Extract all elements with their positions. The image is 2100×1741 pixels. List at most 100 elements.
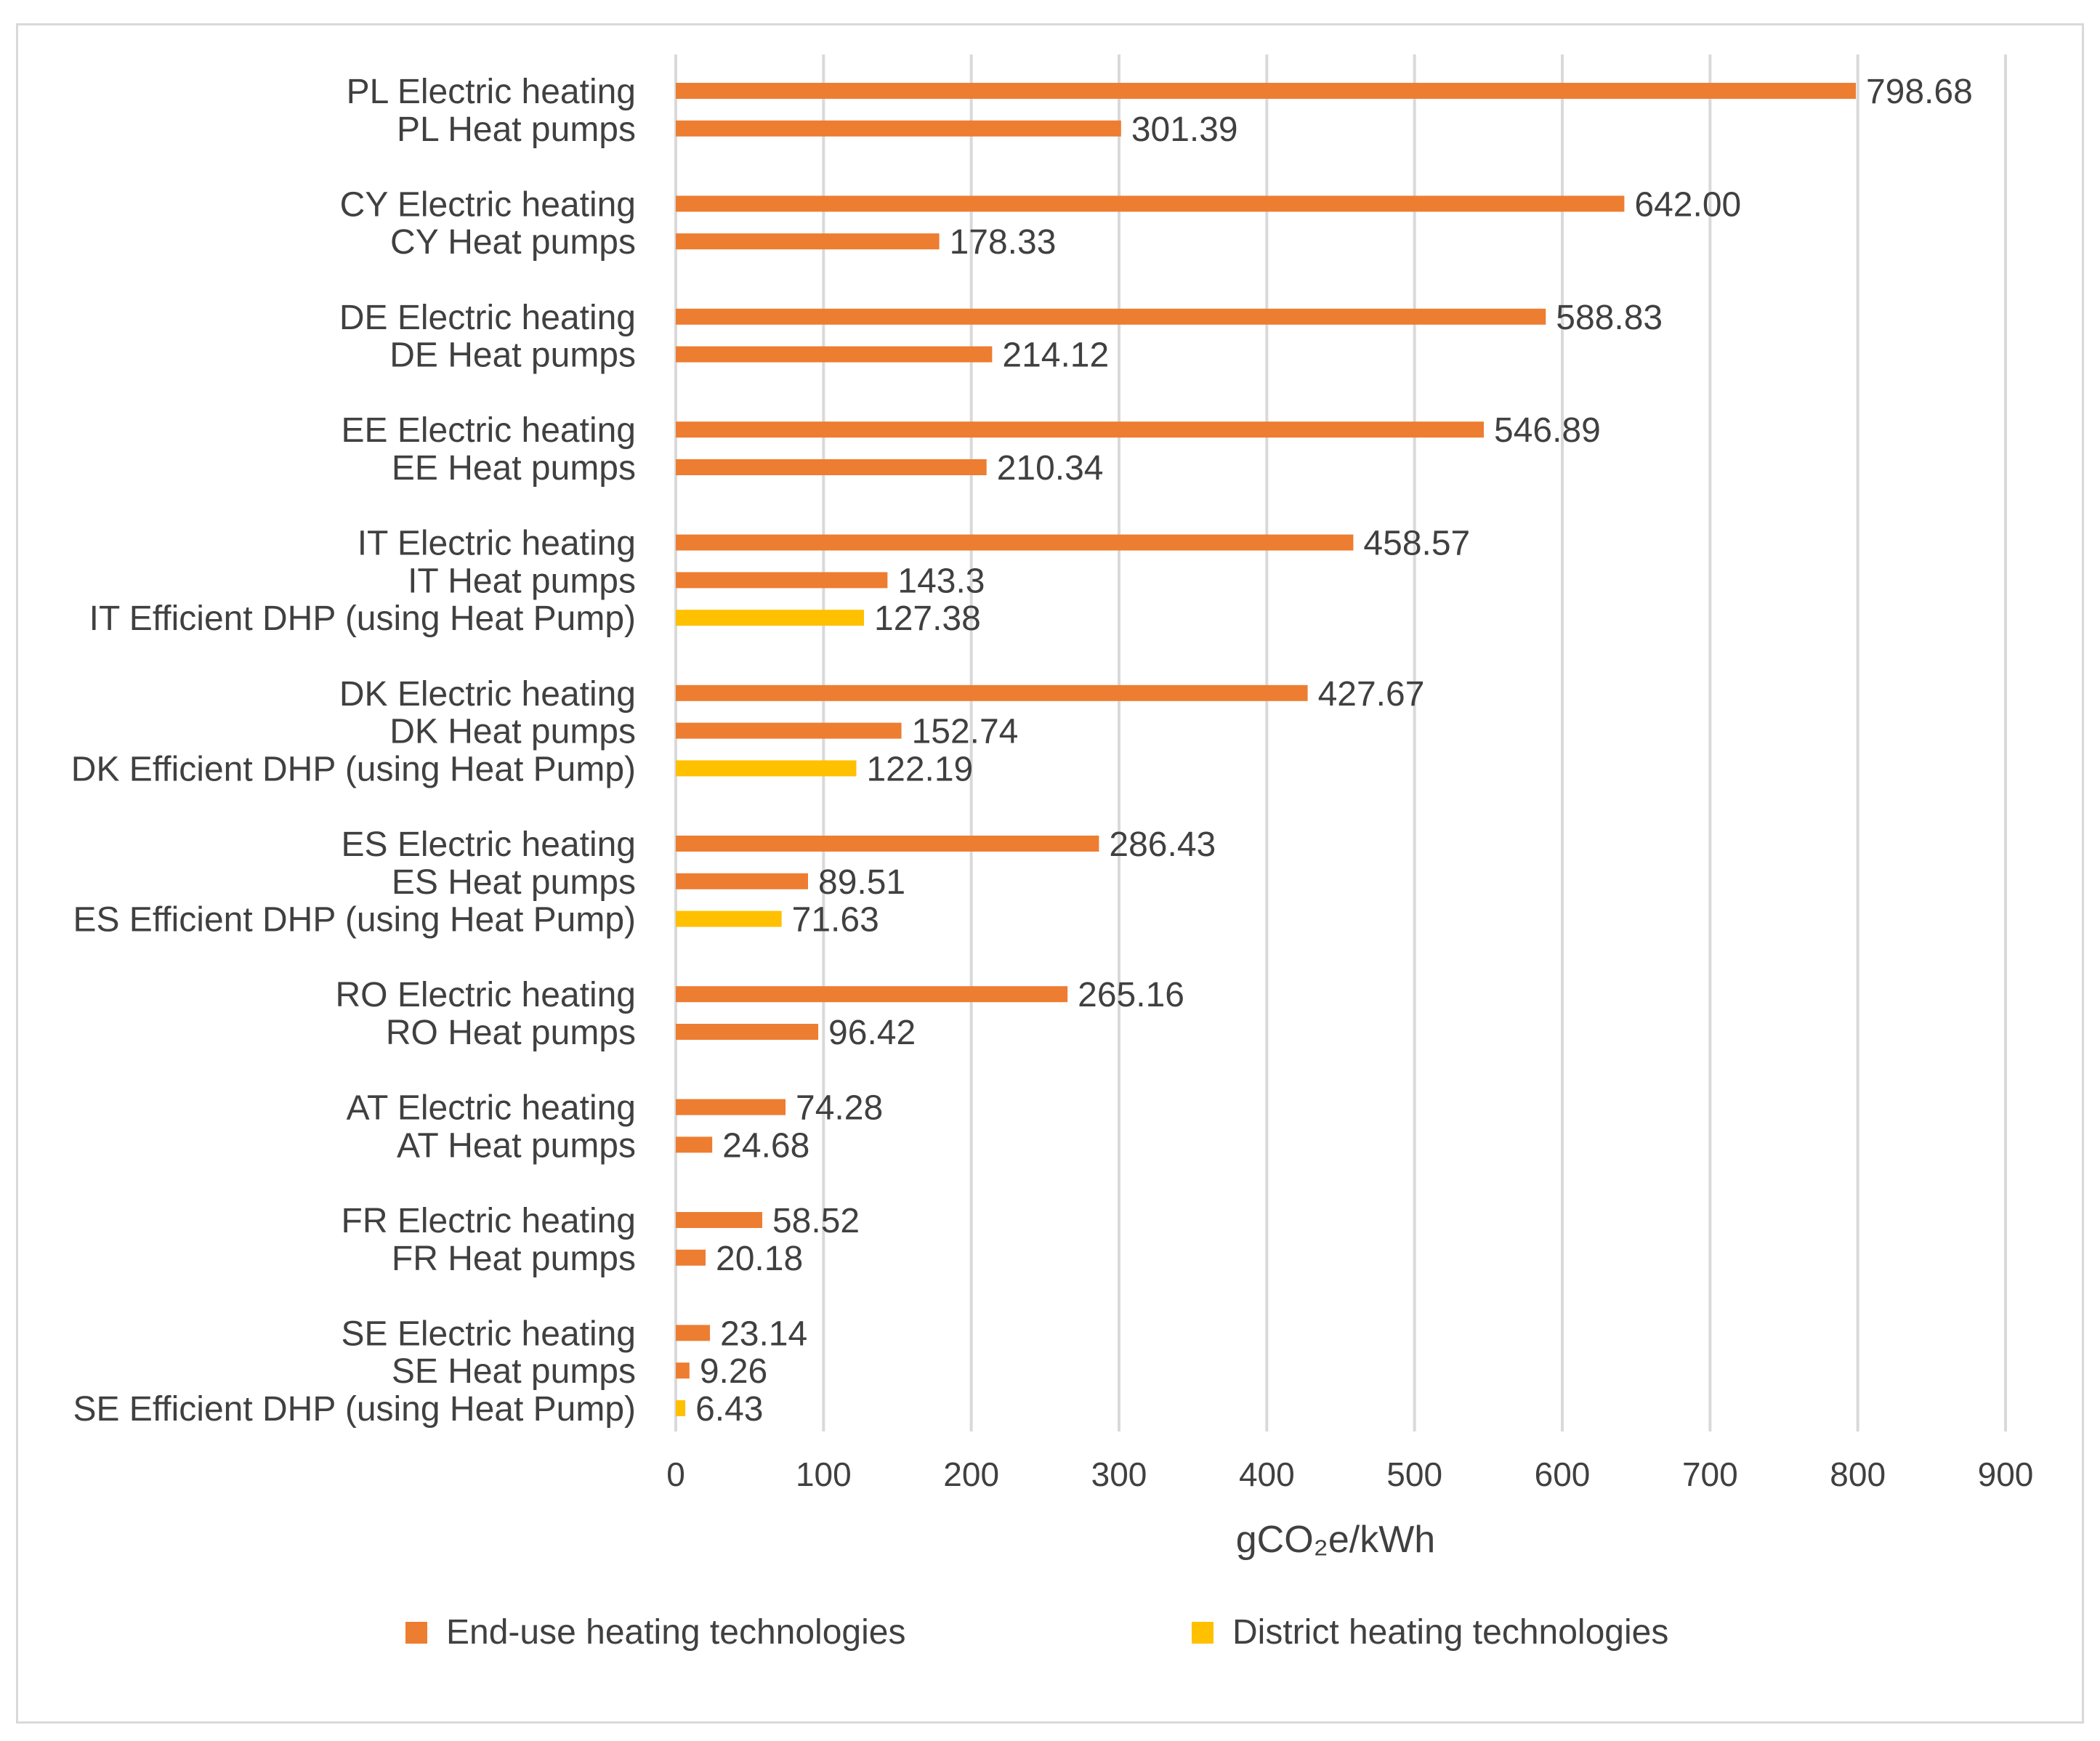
data-label: 214.12 xyxy=(1002,336,1109,375)
category-label: PL Electric heating xyxy=(347,73,636,111)
x-tick-label: 400 xyxy=(1239,1455,1295,1493)
bar xyxy=(676,83,1856,99)
data-label: 23.14 xyxy=(720,1314,807,1353)
category-label: CY Electric heating xyxy=(340,185,636,224)
category-label: RO Heat pumps xyxy=(386,1014,636,1052)
data-label: 74.28 xyxy=(796,1089,883,1128)
bar xyxy=(676,1024,819,1040)
value-labels: 798.68 301.39 642.00 178.33 588.83 214.12 546.… xyxy=(695,73,1973,1429)
data-label: 9.26 xyxy=(700,1352,767,1391)
bar xyxy=(676,346,993,363)
data-label: 798.68 xyxy=(1866,73,1973,111)
x-axis-title: gCO₂e/kWh xyxy=(1236,1519,1435,1561)
chart-frame xyxy=(16,23,2084,1724)
category-label: DE Electric heating xyxy=(339,299,636,337)
data-label: 588.83 xyxy=(1556,299,1663,337)
x-tick-label: 600 xyxy=(1535,1455,1591,1493)
x-tick-label: 200 xyxy=(943,1455,999,1493)
data-label: 127.38 xyxy=(874,599,981,638)
data-label: 642.00 xyxy=(1634,185,1741,224)
bar xyxy=(676,760,857,777)
legend-swatch-district xyxy=(1192,1622,1213,1644)
bar xyxy=(676,534,1354,551)
legend-label-district: District heating technologies xyxy=(1232,1613,1668,1652)
data-label: 546.89 xyxy=(1494,411,1601,450)
category-label: IT Electric heating xyxy=(358,525,636,563)
category-label: DE Heat pumps xyxy=(389,336,636,375)
category-label: ES Efficient DHP (using Heat Pump) xyxy=(73,901,636,940)
bar xyxy=(676,722,902,739)
bar xyxy=(676,195,1625,212)
data-label: 458.57 xyxy=(1363,525,1470,563)
bar xyxy=(676,684,1308,701)
category-label: EE Heat pumps xyxy=(392,449,636,488)
category-label: AT Heat pumps xyxy=(397,1126,636,1165)
bar xyxy=(676,459,987,475)
x-tick-label: 900 xyxy=(1978,1455,2034,1493)
bar xyxy=(676,233,940,250)
bar xyxy=(676,610,865,626)
data-label: 122.19 xyxy=(866,750,973,788)
category-label: DK Efficient DHP (using Heat Pump) xyxy=(71,750,636,788)
bar xyxy=(676,1212,762,1228)
bars xyxy=(676,83,1856,1416)
x-tick-label: 100 xyxy=(796,1455,852,1493)
category-label: SE Efficient DHP (using Heat Pump) xyxy=(73,1390,636,1429)
category-label: IT Efficient DHP (using Heat Pump) xyxy=(89,599,636,638)
bar xyxy=(676,1099,786,1115)
category-label: IT Heat pumps xyxy=(408,562,636,600)
data-label: 265.16 xyxy=(1078,976,1184,1014)
bar xyxy=(676,986,1068,1003)
x-tick-label: 0 xyxy=(666,1455,685,1493)
data-label: 71.63 xyxy=(792,901,879,940)
data-label: 301.39 xyxy=(1131,110,1238,149)
category-label: CY Heat pumps xyxy=(390,223,636,262)
data-label: 89.51 xyxy=(818,863,905,902)
category-label: ES Electric heating xyxy=(341,825,636,864)
data-label: 6.43 xyxy=(695,1390,763,1429)
bar xyxy=(676,1400,686,1416)
legend-swatch-end-use xyxy=(405,1622,427,1644)
bar xyxy=(676,836,1099,852)
category-label: SE Electric heating xyxy=(341,1314,636,1353)
data-label: 24.68 xyxy=(722,1126,809,1165)
category-label: AT Electric heating xyxy=(347,1089,636,1128)
bar xyxy=(676,1325,711,1341)
bar xyxy=(676,873,809,889)
data-label: 286.43 xyxy=(1109,825,1216,864)
bar xyxy=(676,421,1485,438)
x-axis-ticks: 0 100 200 300 400 500 600 700 800 900 xyxy=(666,1455,2033,1493)
bar xyxy=(676,1136,713,1153)
data-label: 58.52 xyxy=(772,1202,860,1240)
category-label: PL Heat pumps xyxy=(397,110,636,149)
category-label: RO Electric heating xyxy=(335,976,636,1014)
data-label: 143.3 xyxy=(897,562,985,600)
bar xyxy=(676,910,782,927)
category-label: SE Heat pumps xyxy=(392,1352,636,1391)
x-tick-label: 800 xyxy=(1830,1455,1886,1493)
bar xyxy=(676,1249,706,1266)
category-label: FR Heat pumps xyxy=(392,1240,636,1278)
category-label: DK Heat pumps xyxy=(389,713,636,751)
x-tick-label: 700 xyxy=(1682,1455,1738,1493)
gridlines xyxy=(674,54,2007,1431)
x-tick-label: 500 xyxy=(1386,1455,1442,1493)
data-label: 210.34 xyxy=(997,449,1104,488)
category-label: EE Electric heating xyxy=(341,411,636,450)
x-tick-label: 300 xyxy=(1091,1455,1147,1493)
legend: End-use heating technologies District he… xyxy=(405,1613,1668,1652)
data-label: 152.74 xyxy=(912,713,1019,751)
bar xyxy=(676,572,888,589)
category-label: FR Electric heating xyxy=(342,1202,637,1240)
legend-label-end-use: End-use heating technologies xyxy=(446,1613,905,1652)
bar xyxy=(676,308,1546,325)
data-label: 427.67 xyxy=(1318,675,1425,714)
category-label: DK Electric heating xyxy=(339,675,636,714)
data-label: 20.18 xyxy=(716,1240,803,1278)
data-label: 178.33 xyxy=(950,223,1057,262)
category-label: ES Heat pumps xyxy=(392,863,636,902)
bar xyxy=(676,120,1121,137)
bar xyxy=(676,1362,690,1379)
